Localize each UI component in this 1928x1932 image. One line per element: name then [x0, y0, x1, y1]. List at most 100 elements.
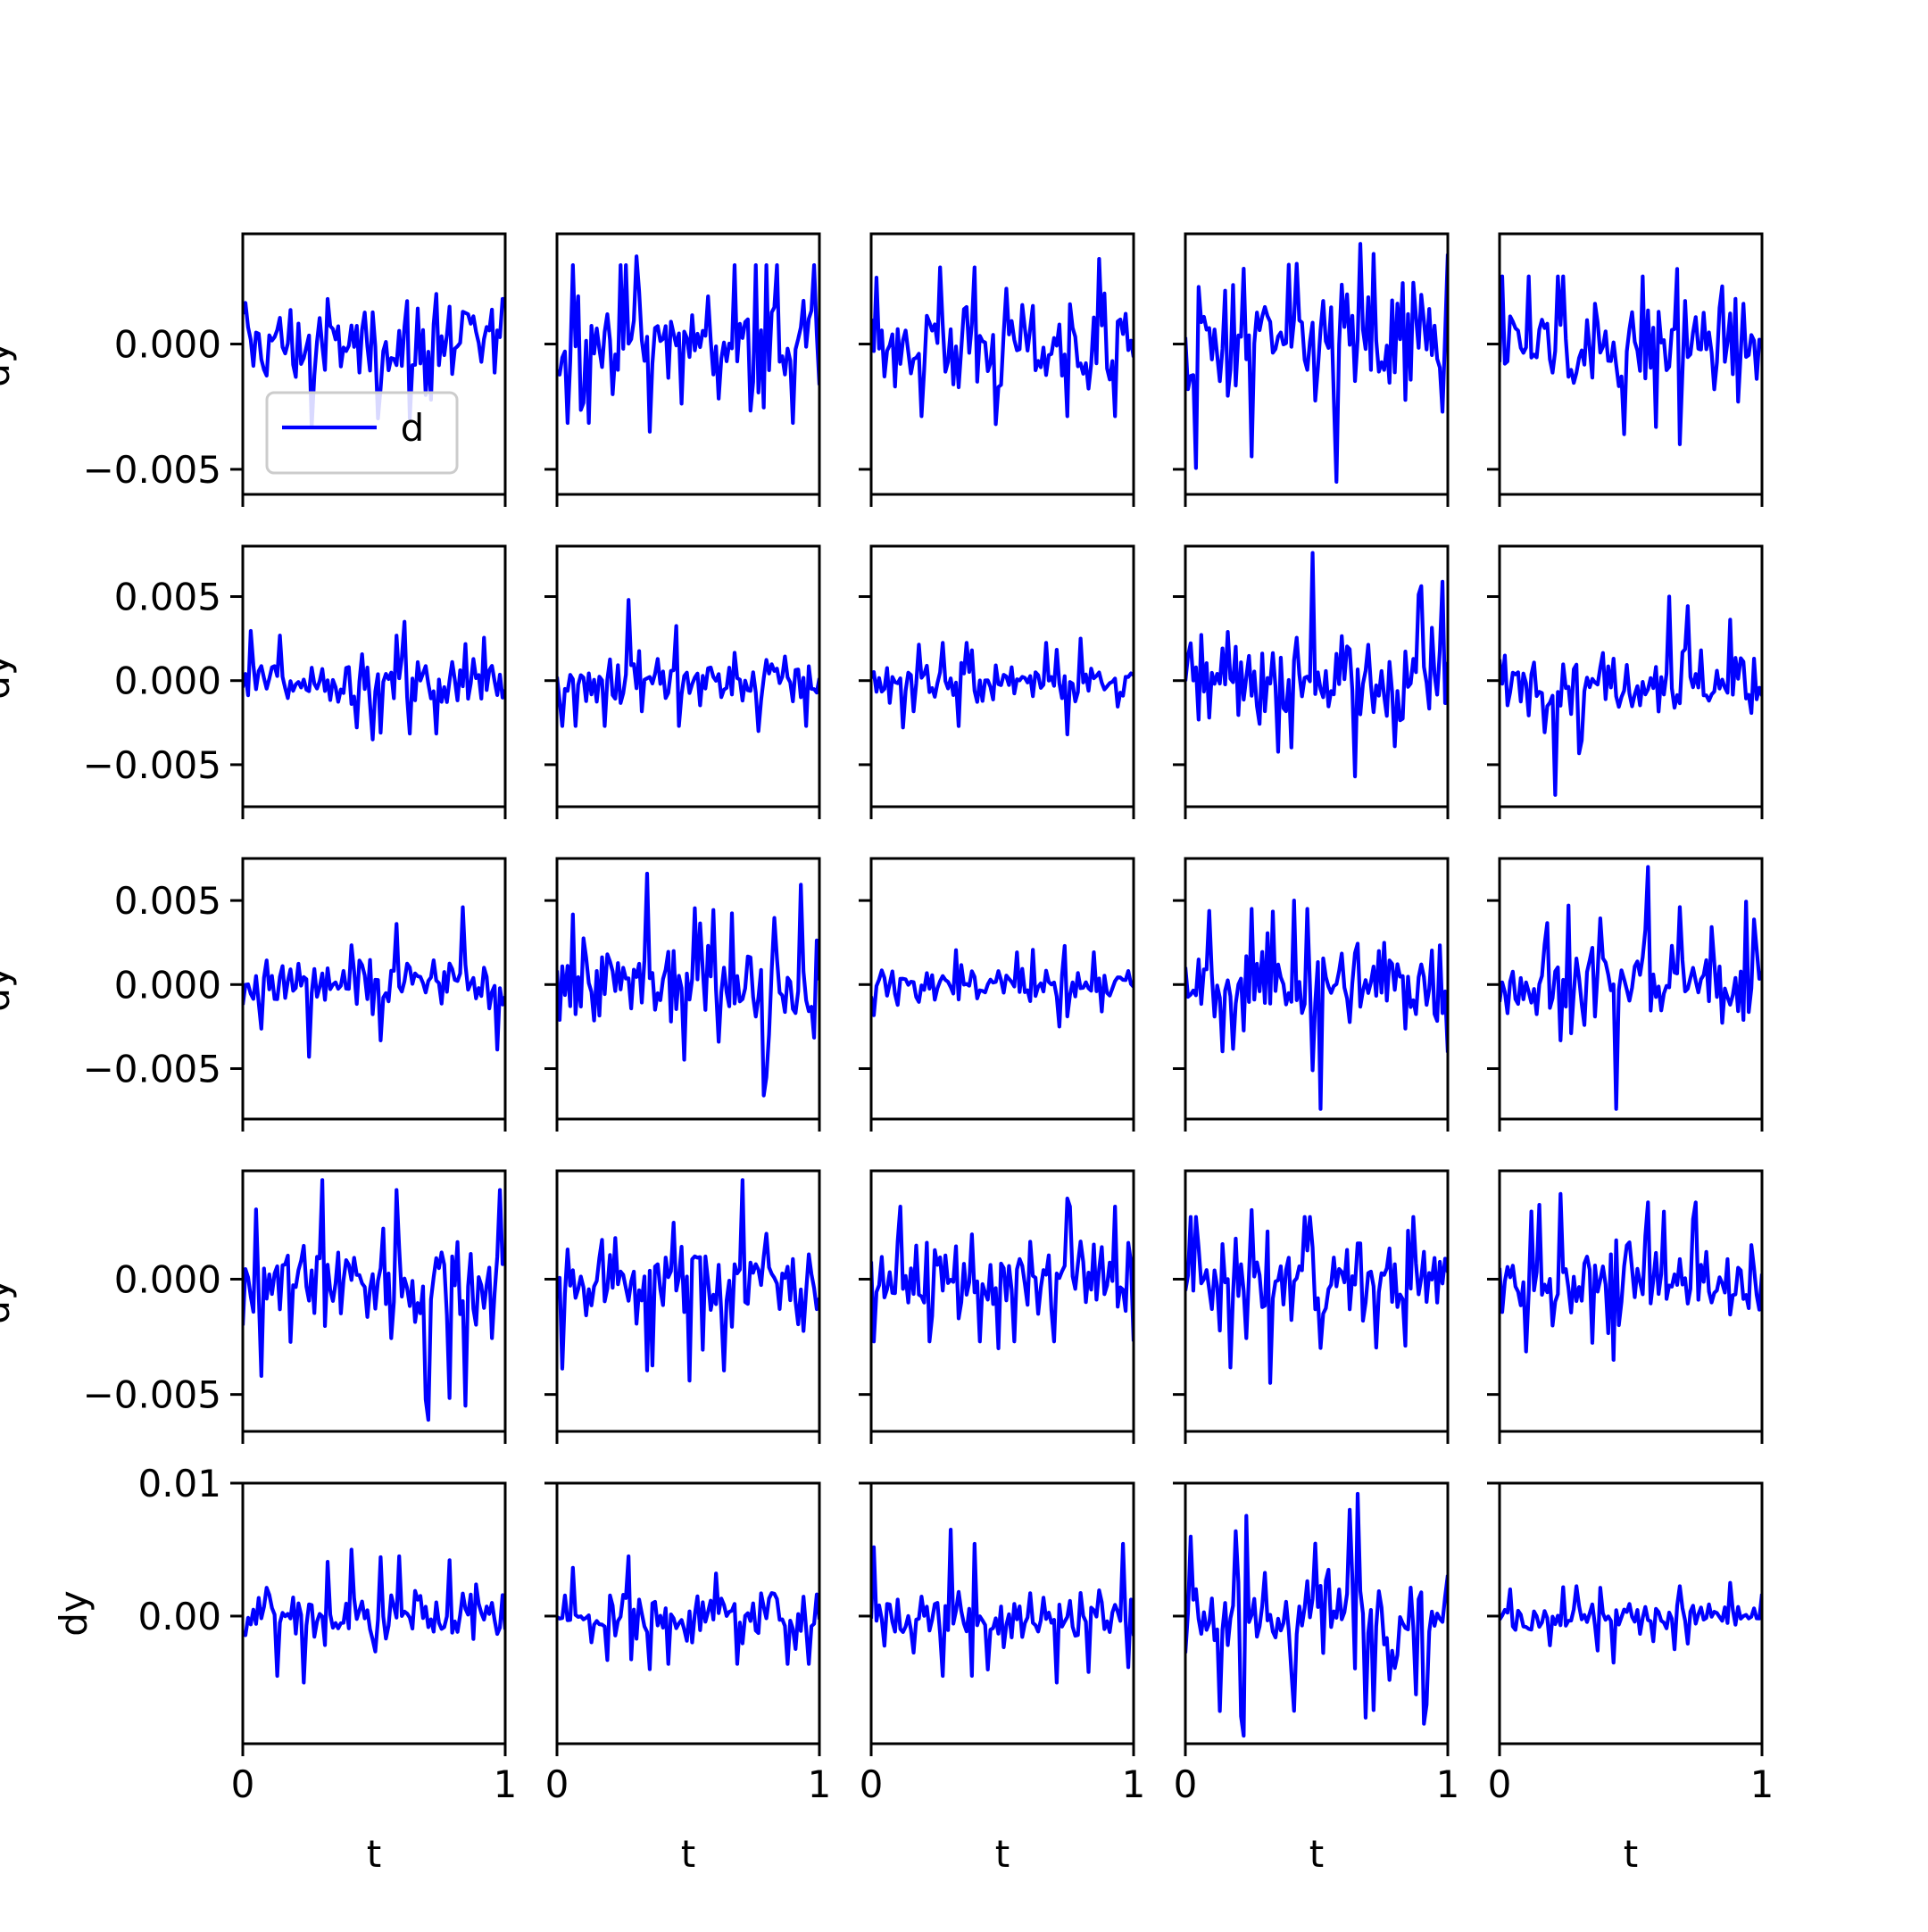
axes-frame: [555, 544, 821, 808]
series-line-r4-c1: [557, 1554, 819, 1671]
y-tick-label: 0.000: [114, 963, 221, 1007]
y-tick-label: 0.000: [114, 1257, 221, 1301]
axes-frame: [241, 232, 507, 496]
x-tick-label: 1: [1750, 1762, 1774, 1806]
axes-frame: [241, 857, 507, 1121]
series-line-r1-c0: [243, 619, 505, 742]
series-line-r0-c1: [557, 254, 819, 434]
axes-frame: [1184, 1169, 1450, 1433]
series-line-r3-c3: [1185, 1207, 1448, 1385]
axes-frame: [1184, 544, 1450, 808]
series-line-r0-c0: [243, 292, 505, 429]
series-line-r4-c3: [1185, 1491, 1448, 1738]
x-tick-label: 1: [808, 1762, 832, 1806]
x-axis-label: t: [995, 1832, 1010, 1876]
subplot-r4-c1: 0 1 t: [544, 1481, 832, 1876]
axes-frame: [555, 857, 821, 1121]
axes-frame: [869, 1481, 1135, 1745]
axes-frame: [241, 544, 507, 808]
axes-frame: [241, 1481, 507, 1745]
subplot-r1-c2: [859, 544, 1135, 819]
y-tick-label: −0.005: [83, 1047, 221, 1090]
x-tick-label: 0: [1488, 1762, 1512, 1806]
axes-frame: [555, 1169, 821, 1433]
axes-frame: [241, 1169, 507, 1433]
subplot-r1-c4: [1487, 544, 1764, 819]
series-line-r0-c3: [1185, 242, 1448, 485]
series-line-r1-c2: [871, 636, 1134, 737]
series-line-r3-c0: [243, 1178, 505, 1422]
axes-frame: [869, 1169, 1135, 1433]
series-line-r4-c0: [243, 1547, 505, 1685]
series-line-r2-c2: [871, 943, 1134, 1029]
y-tick-label: 0.01: [137, 1462, 221, 1505]
series-line-r1-c4: [1500, 594, 1762, 797]
x-axis-label: t: [1624, 1832, 1638, 1876]
axes-frame: [1184, 1481, 1450, 1745]
y-tick-label: 0.000: [114, 659, 221, 703]
axes-frame: [1498, 1169, 1764, 1433]
y-tick-label: −0.005: [83, 1373, 221, 1417]
axes-frame: [869, 232, 1135, 496]
subplot-r0-c1: [544, 232, 821, 507]
y-tick-label: 0.005: [114, 576, 221, 619]
legend-box: [265, 391, 459, 475]
subplot-r4-c2: 0 1 t: [859, 1481, 1145, 1876]
subplot-r1-c0: 0.005 0.000 −0.005 dy: [0, 544, 507, 819]
subplot-r3-c2: [859, 1169, 1135, 1444]
x-tick-label: 1: [494, 1762, 518, 1806]
subplot-r4-c3: 0 1 t: [1173, 1481, 1460, 1876]
subplot-r2-c2: [859, 857, 1135, 1132]
subplot-r2-c0: 0.005 0.000 −0.005 dy: [0, 857, 507, 1132]
series-line-r2-c3: [1185, 899, 1448, 1111]
y-axis-label: dy: [0, 966, 18, 1012]
subplot-r0-c0: 0.000 −0.005 dy d: [0, 232, 507, 507]
axes-frame: [1184, 232, 1450, 496]
series-line-r1-c1: [557, 598, 819, 734]
series-line-r3-c4: [1500, 1191, 1762, 1362]
subplot-r3-c0: 0.000 −0.005 dy: [0, 1169, 507, 1444]
x-tick-label: 0: [1174, 1762, 1198, 1806]
x-tick-label: 0: [231, 1762, 255, 1806]
subplot-r4-c4: 0 1 t: [1487, 1481, 1774, 1876]
x-tick-label: 0: [545, 1762, 569, 1806]
subplot-r1-c3: [1173, 544, 1450, 819]
axes-frame: [1498, 544, 1764, 808]
axes-frame: [1498, 232, 1764, 496]
axes-frame: [555, 1481, 821, 1745]
y-tick-label: −0.005: [83, 743, 221, 787]
subplot-r3-c3: [1173, 1169, 1450, 1444]
series-line-r1-c3: [1185, 551, 1448, 779]
series-line-r4-c4: [1500, 1580, 1762, 1665]
y-axis-label: dy: [0, 1278, 18, 1324]
series-line-r2-c1: [557, 871, 819, 1098]
y-tick-label: 0.005: [114, 879, 221, 923]
y-tick-label: −0.005: [83, 448, 221, 492]
axes-frame: [869, 544, 1135, 808]
subplot-r3-c1: [544, 1169, 821, 1444]
subplot-r4-c0: 0.01 0.00 0 1 t dy: [52, 1462, 517, 1876]
y-axis-label: dy: [0, 653, 18, 700]
subplot-r0-c4: [1487, 232, 1764, 507]
series-line-r2-c0: [243, 905, 505, 1059]
subplot-r2-c1: [544, 857, 821, 1132]
series-line-r4-c2: [871, 1528, 1134, 1685]
axes-frame: [555, 232, 821, 496]
y-tick-label: 0.00: [137, 1595, 221, 1638]
series-line-r3-c1: [557, 1178, 819, 1383]
x-tick-label: 1: [1436, 1762, 1460, 1806]
axes-frame: [1184, 857, 1450, 1121]
legend-label: d: [401, 406, 425, 450]
axes-frame: [1498, 857, 1764, 1121]
y-axis-label: dy: [52, 1590, 96, 1637]
subplot-r2-c4: [1487, 857, 1764, 1132]
series-line-r2-c4: [1500, 865, 1762, 1111]
legend: d: [265, 391, 459, 475]
axes-frame: [869, 857, 1135, 1121]
x-tick-label: 0: [860, 1762, 884, 1806]
x-axis-label: t: [367, 1832, 381, 1876]
y-axis-label: dy: [0, 341, 18, 387]
series-line-r0-c2: [871, 256, 1134, 427]
subplot-r2-c3: [1173, 857, 1450, 1132]
